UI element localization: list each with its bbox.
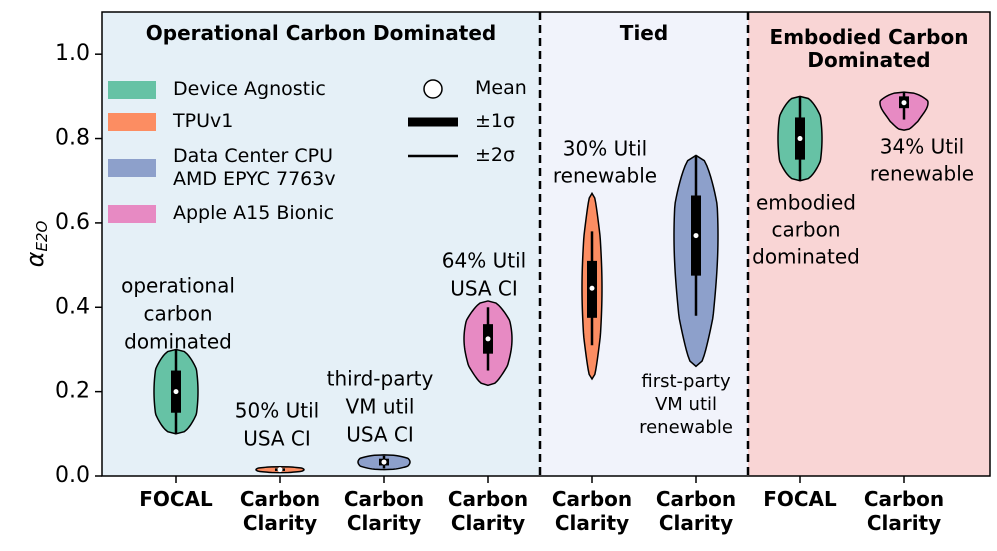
annotation: first-party — [641, 371, 731, 392]
annotation: 34% Util — [880, 135, 964, 159]
annotation: 30% Util — [563, 137, 647, 161]
mean-marker — [693, 233, 699, 239]
x-tick-label: Carbon Clarity — [447, 487, 529, 535]
annotation: renewable — [639, 417, 733, 438]
x-tick-label: Carbon Clarity — [551, 487, 633, 535]
legend-label: ±1σ — [475, 110, 516, 132]
annotation: third-party — [327, 367, 434, 391]
mean-marker — [381, 459, 387, 465]
mean-marker — [485, 336, 491, 342]
mean-marker — [797, 136, 803, 142]
y-axis-symbol: α — [21, 251, 49, 267]
y-tick-label: 0.4 — [55, 294, 90, 319]
x-tick-label: Carbon Clarity — [863, 487, 945, 535]
legend-mean-marker — [423, 79, 443, 99]
legend-label: ±2σ — [475, 144, 516, 166]
region-title: Embodied Carbon Dominated — [769, 25, 969, 72]
y-tick-label: 0.8 — [55, 126, 90, 151]
plot-frame — [101, 11, 991, 477]
annotation: embodied — [756, 191, 856, 215]
legend-label: TPUv1 — [173, 110, 234, 132]
annotation: renewable — [870, 162, 974, 186]
x-tick-label: FOCAL — [763, 487, 837, 511]
x-tick-label: Carbon Clarity — [343, 487, 425, 535]
y-tick-label: 0.6 — [55, 210, 90, 235]
y-axis-subscript: E2O — [33, 220, 51, 251]
annotation: 50% Util — [235, 399, 319, 423]
legend-label: Data Center CPU AMD EPYC 7763v — [173, 145, 336, 190]
mean-marker — [901, 100, 907, 106]
legend-swatch — [108, 205, 156, 223]
annotation: USA CI — [346, 423, 414, 447]
y-axis-label: αE2O — [21, 220, 51, 267]
x-tick-label: FOCAL — [139, 487, 213, 511]
annotation: VM util — [346, 395, 415, 419]
legend-swatch — [108, 159, 156, 177]
annotation: USA CI — [450, 277, 518, 301]
y-tick-label: 0.0 — [55, 463, 90, 488]
region-title: Operational Carbon Dominated — [145, 21, 497, 45]
annotation: operational — [121, 274, 235, 298]
x-tick-label: Carbon Clarity — [239, 487, 321, 535]
legend-swatch — [108, 113, 156, 131]
mean-marker — [589, 285, 595, 291]
annotation: carbon — [143, 302, 212, 326]
legend-label: Device Agnostic — [173, 78, 326, 100]
annotation: carbon — [771, 218, 840, 242]
mean-marker — [277, 467, 283, 473]
legend-swatch — [108, 81, 156, 99]
region-background — [748, 12, 990, 476]
annotation: VM util — [655, 394, 717, 415]
mean-marker — [173, 389, 179, 395]
x-tick-label: Carbon Clarity — [655, 487, 737, 535]
y-tick-label: 1.0 — [55, 41, 90, 66]
legend-label: Mean — [475, 77, 527, 99]
annotation: renewable — [553, 164, 657, 188]
y-tick-label: 0.2 — [55, 379, 90, 404]
annotation: dominated — [752, 245, 860, 269]
annotation: dominated — [124, 330, 232, 354]
annotation: USA CI — [243, 427, 311, 451]
legend-label: Apple A15 Bionic — [173, 202, 335, 224]
annotation: 64% Util — [442, 249, 526, 273]
region-title: Tied — [619, 21, 669, 45]
